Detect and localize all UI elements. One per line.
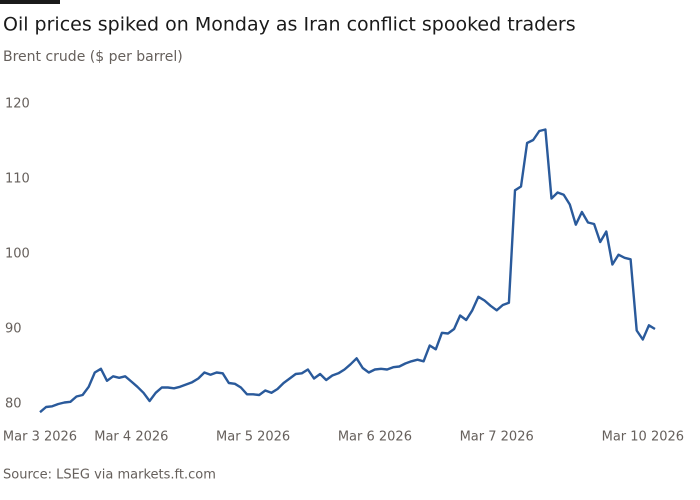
x-tick-label: Mar 6 2026	[338, 430, 412, 445]
chart-title: Oil prices spiked on Monday as Iran conf…	[3, 14, 576, 36]
source: Source: LSEG via markets.ft.com	[3, 468, 216, 483]
y-tick-label: 90	[5, 322, 22, 337]
brand-bar	[0, 0, 60, 4]
y-tick-label: 100	[5, 247, 30, 262]
y-tick-label: 80	[5, 397, 22, 412]
x-tick-label: Mar 7 2026	[460, 430, 534, 445]
x-tick-label: Mar 3 2026	[3, 430, 77, 445]
x-tick-label: Mar 5 2026	[216, 430, 290, 445]
chart-subtitle: Brent crude ($ per barrel)	[3, 49, 183, 65]
y-tick-label: 110	[5, 172, 30, 187]
line	[39, 128, 656, 414]
x-tick-label: Mar 10 2026	[602, 430, 684, 445]
y-tick-label: 120	[5, 97, 30, 112]
x-tick-label: Mar 4 2026	[94, 430, 168, 445]
